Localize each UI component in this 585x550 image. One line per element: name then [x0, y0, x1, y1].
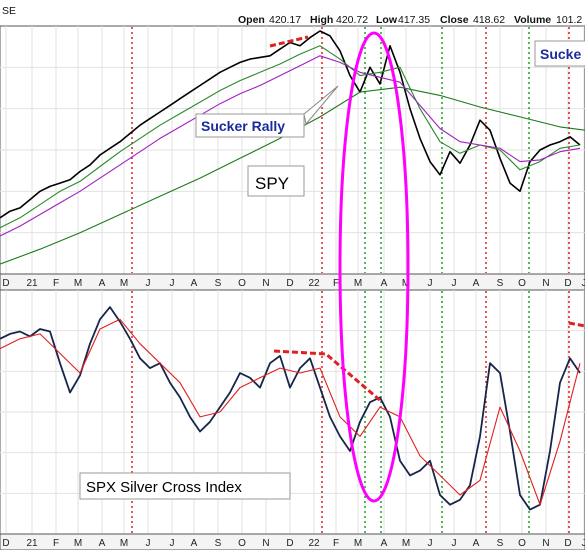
upper-x-tick-5: M [120, 278, 128, 289]
lower-x-tick-4: A [99, 538, 106, 549]
upper-x-tick-23: N [542, 278, 549, 289]
upper-x-tick-15: M [354, 278, 362, 289]
upper-x-tick-16: A [381, 278, 388, 289]
spy-label: SPY [255, 174, 289, 193]
upper-x-tick-6: J [146, 278, 151, 289]
lower-x-tick-16: A [381, 538, 388, 549]
lower-x-ticks: D 21 F M A M J J A S O N D 22 F M A M J J A S O N D J [2, 538, 585, 549]
lower-x-tick-18: J [428, 538, 433, 549]
annotations: Sucker Rally Sucke SPY SPX Silver Cross … [79, 31, 585, 503]
upper-x-tick-21: S [497, 278, 504, 289]
lower-x-axis [0, 533, 585, 550]
lower-x-tick-2: F [53, 538, 59, 549]
ohlc-readout: Open 420.17 High 420.72 Low 417.35 Close… [238, 14, 582, 26]
index-label: SPX Silver Cross Index [86, 479, 242, 496]
low-label: Low [376, 14, 398, 26]
volume-label: Volume [514, 14, 551, 26]
dashed-top-peak [269, 35, 309, 48]
upper-x-tick-9: S [215, 278, 222, 289]
lower-x-tick-7: J [170, 538, 175, 549]
dashed-index-right [568, 321, 585, 328]
sucker-rally-callout: Sucker Rally [195, 85, 339, 138]
upper-x-tick-10: O [238, 278, 246, 289]
lower-x-tick-17: M [402, 538, 410, 549]
dashed-index-divergence [273, 349, 383, 404]
lower-x-tick-3: M [74, 538, 82, 549]
upper-x-tick-14: F [333, 278, 339, 289]
high-value: 420.72 [336, 14, 368, 26]
lower-series [0, 306, 581, 511]
spy-box [247, 165, 305, 197]
lower-x-tick-10: O [238, 538, 246, 549]
lower-series-index-signal [0, 318, 581, 506]
upper-x-tick-13: 22 [308, 278, 320, 289]
lower-x-tick-25: J [582, 538, 585, 549]
upper-x-tick-3: M [74, 278, 82, 289]
lower-x-tick-15: M [354, 538, 362, 549]
upper-x-tick-0: D [2, 278, 9, 289]
index-label-box [79, 472, 291, 500]
lower-x-tick-24: D [564, 538, 571, 549]
lower-x-tick-6: J [146, 538, 151, 549]
lower-x-tick-5: M [120, 538, 128, 549]
corner-label: SE [2, 5, 16, 17]
sucker-right-callout: Sucke [534, 40, 585, 67]
close-value: 418.62 [473, 14, 505, 26]
upper-x-tick-24: D [564, 278, 571, 289]
open-label: Open [238, 14, 265, 26]
sucker-rally-box [195, 113, 305, 138]
lower-x-tick-12: D [286, 538, 293, 549]
upper-x-tick-20: A [473, 278, 480, 289]
upper-x-tick-22: O [518, 278, 526, 289]
high-label: High [310, 14, 333, 26]
upper-x-ticks: D 21 F M A M J J A S O N D 22 F M A M J J A S O N D J [2, 278, 585, 289]
open-value: 420.17 [269, 14, 301, 26]
spy-callout: SPY [247, 165, 305, 197]
highlight-ellipse [338, 31, 410, 503]
lower-x-tick-14: F [333, 538, 339, 549]
lower-x-tick-22: O [518, 538, 526, 549]
upper-x-tick-8: A [191, 278, 198, 289]
upper-x-tick-7: J [170, 278, 175, 289]
lower-x-tick-11: N [262, 538, 269, 549]
upper-x-tick-19: J [452, 278, 457, 289]
sucker-rally-label: Sucker Rally [201, 118, 285, 134]
upper-x-tick-1: 21 [26, 278, 38, 289]
sucker-right-box [534, 40, 585, 67]
lower-x-tick-13: 22 [308, 538, 320, 549]
lower-x-tick-21: S [497, 538, 504, 549]
upper-x-tick-2: F [53, 278, 59, 289]
upper-x-tick-4: A [99, 278, 106, 289]
low-value: 417.35 [398, 14, 430, 26]
lower-x-tick-19: J [452, 538, 457, 549]
lower-x-tick-9: S [215, 538, 222, 549]
upper-event-lines [131, 27, 570, 273]
lower-series-index [0, 306, 581, 511]
upper-series-ema-mid [0, 55, 581, 237]
lower-x-tick-8: A [191, 538, 198, 549]
upper-grid [0, 26, 585, 274]
close-label: Close [440, 14, 469, 26]
sucker-rally-pointer [303, 85, 339, 126]
lower-x-tick-0: D [2, 538, 9, 549]
upper-x-tick-17: M [402, 278, 410, 289]
upper-x-tick-25: J [582, 278, 585, 289]
sucker-right-label: Sucke [540, 46, 581, 62]
upper-x-tick-12: D [286, 278, 293, 289]
lower-x-tick-23: N [542, 538, 549, 549]
lower-x-tick-1: 21 [26, 538, 38, 549]
upper-x-tick-18: J [428, 278, 433, 289]
lower-x-tick-20: A [473, 538, 480, 549]
index-callout: SPX Silver Cross Index [79, 472, 291, 500]
upper-x-tick-11: N [262, 278, 269, 289]
volume-value: 101.2 [556, 14, 582, 26]
